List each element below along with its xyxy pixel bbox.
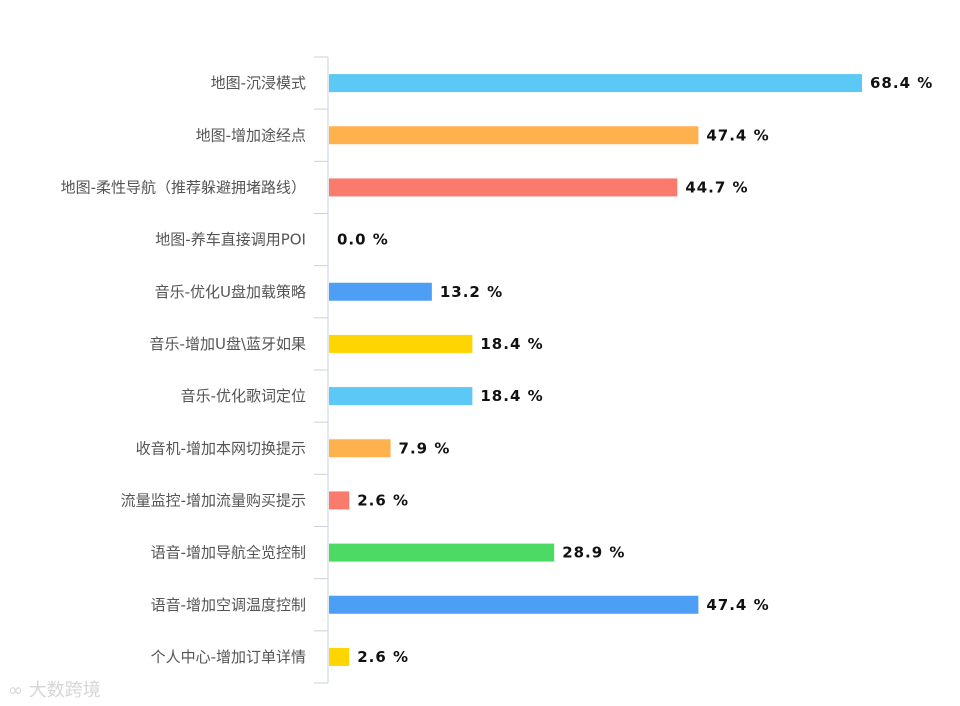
- bar: [329, 647, 350, 666]
- value-label: 13.2 %: [440, 283, 503, 301]
- value-label: 7.9 %: [399, 439, 451, 457]
- value-label: 2.6 %: [357, 491, 409, 509]
- value-label: 47.4 %: [706, 596, 769, 614]
- category-label: 地图-增加途经点: [196, 126, 306, 144]
- bar: [329, 282, 432, 301]
- category-label: 音乐-优化歌词定位: [181, 387, 306, 405]
- category-label: 音乐-增加U盘\蓝牙如果: [150, 335, 306, 353]
- bars: [329, 74, 862, 666]
- category-label: 语音-增加空调温度控制: [151, 596, 306, 614]
- category-label: 流量监控-增加流量购买提示: [121, 491, 306, 509]
- watermark-logo: ∞ 大数跨境: [8, 676, 101, 702]
- watermark-icon: ∞: [8, 680, 23, 701]
- category-label: 地图-柔性导航（推荐躲避拥堵路线）: [61, 178, 306, 196]
- bar: [329, 439, 391, 458]
- labels: 地图-沉浸模式 68.4 % 地图-增加途经点 47.4 % 地图-柔性导航（推荐躲避拥…: [61, 74, 933, 666]
- y-axis: [314, 56, 329, 684]
- value-label: 44.7 %: [685, 178, 748, 196]
- bar: [329, 543, 555, 562]
- category-label: 个人中心-增加订单详情: [151, 648, 306, 666]
- watermark-text: 大数跨境: [28, 680, 101, 701]
- value-label: 2.6 %: [357, 648, 409, 666]
- category-label: 地图-养车直接调用POI: [155, 231, 306, 249]
- category-label: 音乐-优化U盘加载策略: [155, 283, 306, 301]
- bar: [329, 334, 473, 353]
- value-label: 18.4 %: [480, 387, 543, 405]
- value-label: 47.4 %: [706, 126, 769, 144]
- category-label: 语音-增加导航全览控制: [151, 544, 306, 562]
- bar: [329, 74, 862, 93]
- bar: [329, 595, 699, 614]
- value-label: 68.4 %: [870, 74, 933, 92]
- bar: [329, 387, 473, 406]
- value-label: 28.9 %: [562, 544, 625, 562]
- value-label: 0.0 %: [337, 231, 389, 249]
- category-label: 地图-沉浸模式: [211, 74, 306, 92]
- bar: [329, 491, 350, 510]
- value-label: 18.4 %: [480, 335, 543, 353]
- category-label: 收音机-增加本网切换提示: [136, 439, 306, 457]
- bar: [329, 126, 699, 145]
- bar: [329, 178, 678, 197]
